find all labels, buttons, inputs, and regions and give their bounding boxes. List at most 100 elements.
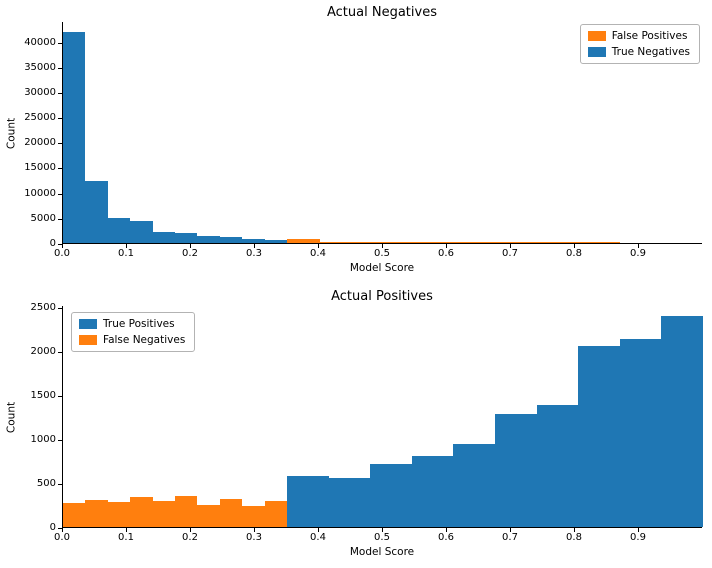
x-tick-mark [126,528,127,532]
x-tick-mark [638,528,639,532]
x-tick-label: 0.1 [118,248,134,259]
y-tick-label: 500 [36,477,56,489]
histogram-bar-false-positives [420,242,454,243]
x-tick-label: 0.7 [502,248,518,259]
x-tick-mark [510,244,511,248]
y-tick-label: 2500 [30,301,56,313]
y-tick-mark [58,168,62,170]
histogram-bar-false-positives [553,242,587,243]
histogram-bar-false-positives [453,242,487,243]
x-tick-label: 0.2 [182,532,198,543]
x-tick-label: 0.3 [246,248,262,259]
chart-actual-positives: Actual Positives Count True Positives Fal… [0,284,712,568]
x-tick-label: 0.7 [502,532,518,543]
plot-area: True Positives False Negatives [62,306,703,528]
legend-entry: True Negatives [587,46,690,58]
x-tick-label: 0.8 [566,532,582,543]
legend-label: False Negatives [103,334,186,346]
y-tick-mark [58,244,62,245]
plot-area: False Positives True Negatives [62,22,702,244]
x-tick-label: 0.1 [118,532,134,543]
x-tick-label: 0.0 [54,532,70,543]
histogram-bar-true-positives [495,414,537,527]
legend-swatch [587,31,606,41]
y-axis-label: Count [5,117,18,150]
histogram-bar-true-positives [578,346,620,527]
legend-label: False Positives [611,30,688,42]
x-tick-mark [510,528,511,532]
histogram-bar-true-positives [619,339,662,527]
histogram-bar-true-negatives [130,221,153,243]
histogram-bar-false-positives [287,239,321,243]
histogram-bar-false-negatives [242,505,265,527]
legend-swatch [587,47,606,57]
y-tick-label: 1000 [30,433,56,445]
histogram-bar-true-positives [661,315,703,527]
histogram-bar-false-negatives [175,496,198,527]
histogram-bar-false-negatives [107,502,131,527]
x-tick-label: 0.3 [246,532,262,543]
legend-label: True Positives [103,318,175,330]
x-tick-mark [126,244,127,248]
histogram-bar-true-positives [411,455,454,527]
x-tick-label: 0.5 [374,532,390,543]
histogram-bar-true-positives [536,404,579,527]
histogram-bar-false-positives [586,242,620,243]
y-tick-mark [58,307,62,309]
y-tick-mark [58,143,62,145]
histogram-bar-false-negatives [85,499,108,527]
y-tick-label: 20000 [24,137,56,149]
y-tick-label: 40000 [24,36,56,48]
histogram-bar-false-negatives [197,504,220,527]
histogram-bar-false-negatives [152,501,175,527]
y-tick-mark [58,193,62,195]
x-tick-label: 0.5 [374,248,390,259]
x-tick-mark [574,244,575,248]
y-axis-label: Count [5,401,18,434]
legend-swatch [79,319,97,329]
y-tick-label: 35000 [24,61,56,73]
x-tick-label: 0.9 [630,248,646,259]
y-tick-label: 15000 [24,162,56,174]
legend-entry: False Negatives [79,334,185,346]
x-tick-label: 0.4 [310,248,326,259]
x-tick-mark [254,528,255,532]
y-tick-mark [58,92,62,94]
legend-entry: False Positives [587,30,690,42]
y-tick-mark [58,218,62,220]
y-tick-label: 2000 [30,345,56,357]
y-tick-mark [58,42,62,44]
histogram-bar-true-positives [287,475,329,527]
x-tick-label: 0.6 [438,532,454,543]
histogram-bar-true-negatives [242,238,265,243]
x-tick-label: 0.4 [310,532,326,543]
x-tick-mark [382,244,383,248]
legend-entry: True Positives [79,318,185,330]
x-tick-mark [318,244,319,248]
chart-actual-negatives: Actual Negatives Count False Positives Tr… [5,5,702,274]
x-tick-label: 0.8 [566,248,582,259]
y-tick-mark [58,395,62,397]
histogram-bar-true-negatives [197,236,220,243]
histogram-bar-true-negatives [85,181,108,243]
histogram-bar-false-negatives [63,503,86,527]
x-tick-label: 0.6 [438,248,454,259]
y-tick-mark [58,483,62,485]
y-tick-label: 0 [49,522,56,533]
histogram-bar-true-negatives [63,31,86,243]
histogram-bar-true-negatives [107,218,131,243]
x-tick-mark [638,244,639,248]
histogram-bar-true-positives [328,478,371,527]
x-tick-label: 0.2 [182,248,198,259]
histogram-bar-false-positives [519,242,554,243]
histogram-bar-false-positives [353,242,387,243]
x-tick-label: 0.0 [54,248,70,259]
x-tick-mark [446,528,447,532]
x-tick-mark [446,244,447,248]
legend-label: True Negatives [611,46,690,58]
histogram-bar-true-negatives [264,239,287,243]
x-tick-mark [190,528,191,532]
chart-title: Actual Positives [331,289,433,304]
histogram-bar-true-negatives [175,233,198,243]
